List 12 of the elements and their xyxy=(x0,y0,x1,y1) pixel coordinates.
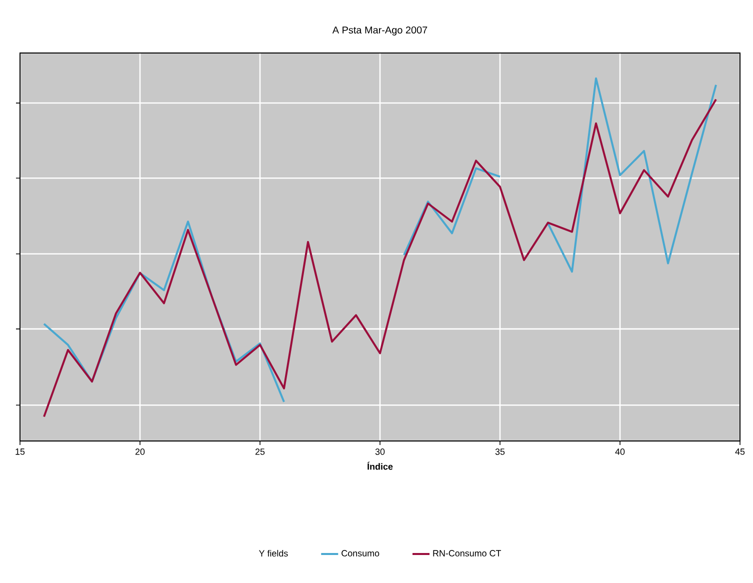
legend-label: Consumo xyxy=(342,550,380,556)
x-tick-label: 45 xyxy=(735,448,745,455)
x-tick-label: 35 xyxy=(495,448,505,455)
x-tick-label: 15 xyxy=(16,448,25,455)
x-axis-title: Índice xyxy=(368,462,393,470)
x-tick-label: 30 xyxy=(375,448,385,455)
x-tick-label: 25 xyxy=(255,448,265,455)
chart-title: A Psta Mar-Ago 2007 xyxy=(332,26,428,36)
x-tick-label: 40 xyxy=(615,448,625,455)
legend-label: RN-Consumo CT xyxy=(433,550,502,556)
x-tick-label: 20 xyxy=(135,448,145,455)
legend-title: Y fields xyxy=(258,550,288,557)
